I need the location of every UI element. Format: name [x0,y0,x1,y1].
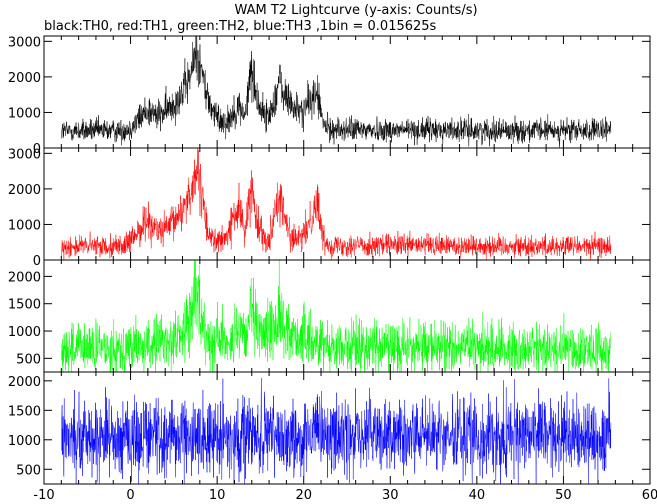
x-tick-label: 0 [126,488,134,503]
panel-th3: 500 1000 1500 2000 [8,372,650,484]
x-tick-label: -10 [33,488,54,503]
y-tick-label: 3000 [8,147,41,162]
x-tick-label: 40 [469,488,486,503]
y-tick-label: 500 [16,352,41,367]
y-tick-label: 2000 [8,183,41,198]
y-tick-label: 1000 [8,325,41,340]
x-tick-label: 20 [295,488,312,503]
series-th3-line [61,378,611,483]
y-tick-label: 0 [33,254,41,269]
x-tick-label: 30 [382,488,399,503]
y-tick-label: 1000 [8,106,41,121]
panel-th2: 500 1000 1500 2000 [8,260,650,372]
y-tick-label: 2000 [8,375,41,390]
y-tick-label: 1500 [8,404,41,419]
series-th2-line [61,260,611,371]
x-tick-label: 60 [642,488,657,503]
chart-subtitle: black:TH0, red:TH1, green:TH2, blue:TH3 … [44,19,437,34]
y-tick-label: 2000 [8,270,41,285]
panels: 0100020003000010002000300050010001500200… [8,35,650,484]
x-tick-label: 10 [209,488,226,503]
x-tick-label: 50 [555,488,572,503]
y-tick-label: 1500 [8,298,41,313]
series-th1-line [61,148,611,259]
chart-title: WAM T2 Lightcurve (y-axis: Counts/s) [234,3,477,18]
x-axis: -10 0 10 20 30 40 50 60 [33,488,657,503]
y-tick-label: 2000 [8,71,41,86]
y-tick-label: 1000 [8,434,41,449]
panel-th1: 0 1000 2000 3000 [8,147,650,269]
y-tick-label: 1000 [8,218,41,233]
y-tick-label: 3000 [8,35,41,50]
y-tick-label: 500 [16,463,41,478]
panel-frame [44,148,650,260]
series-th0-line [61,36,611,147]
